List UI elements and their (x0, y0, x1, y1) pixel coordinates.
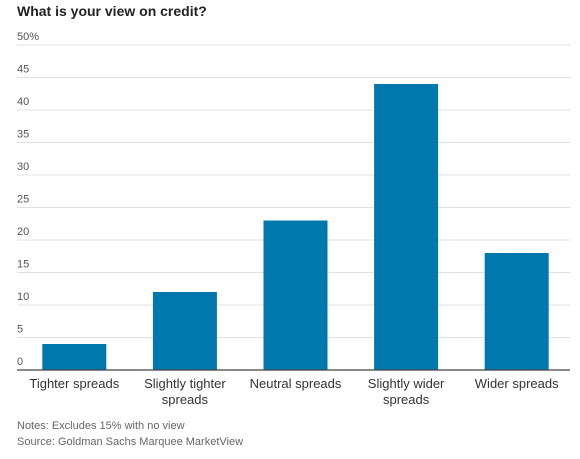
bar-chart: 0 5 10 15 20 25 30 35 40 45 50% Tighter spreads Slig… (17, 31, 570, 407)
bar (484, 253, 549, 370)
y-tick-label: 20 (17, 226, 29, 238)
y-tick-label: 15 (17, 259, 29, 271)
x-tick-label: Slightly wider (368, 376, 445, 391)
chart-title: What is your view on credit? (17, 3, 207, 19)
source-text: Source: Goldman Sachs Marquee MarketView (17, 436, 244, 448)
y-tick-label: 40 (17, 96, 29, 108)
x-tick-label: Slightly tighter (144, 376, 226, 391)
bar (263, 220, 328, 370)
chart-notes: Notes: Excludes 15% with no view Source:… (17, 418, 243, 450)
x-tick-label: Wider spreads (475, 376, 559, 391)
y-tick-label: 10 (17, 291, 29, 303)
bar (152, 292, 217, 370)
y-tick-label: 25 (17, 194, 29, 206)
x-tick-label: Neutral spreads (250, 376, 342, 391)
y-tick-label: 30 (17, 161, 29, 173)
bar (374, 84, 439, 370)
notes-text: Notes: Excludes 15% with no view (17, 420, 185, 432)
y-tick-label: 5 (17, 324, 23, 336)
x-tick-label: spreads (162, 392, 209, 407)
y-tick-label: 50% (17, 31, 39, 43)
y-tick-label: 0 (17, 356, 23, 368)
y-tick-label: 45 (17, 64, 29, 76)
bar (42, 344, 107, 370)
x-tick-label: Tighter spreads (29, 376, 119, 391)
y-tick-label: 35 (17, 129, 29, 141)
x-tick-label: spreads (383, 392, 430, 407)
